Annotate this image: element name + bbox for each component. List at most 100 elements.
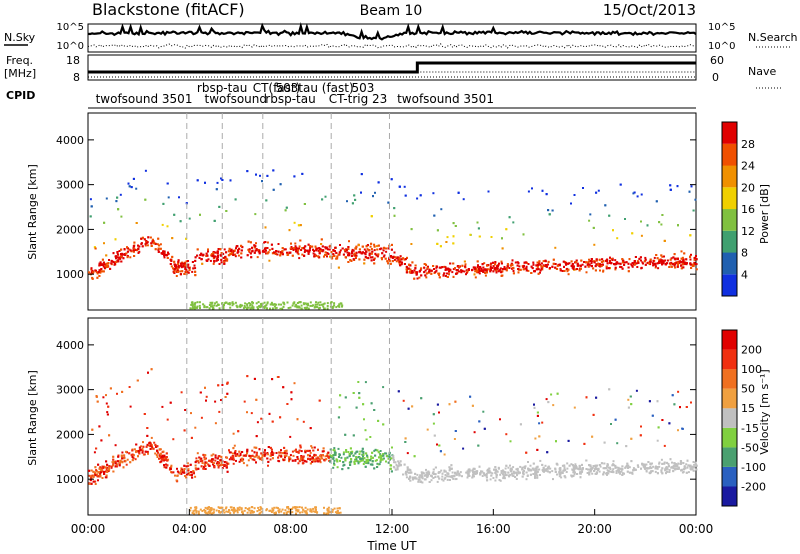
range-cell — [134, 458, 137, 461]
range-cell — [98, 269, 101, 272]
range-cell — [362, 403, 365, 406]
range-cell — [333, 304, 336, 307]
range-cell — [329, 255, 331, 258]
range-cell — [162, 250, 165, 253]
range-cell — [659, 258, 662, 261]
range-cell — [371, 250, 374, 253]
range-cell — [298, 257, 301, 260]
range-cell — [133, 241, 136, 244]
range-cell — [299, 446, 302, 449]
range-cell — [90, 469, 93, 472]
range-cell — [120, 255, 123, 258]
range-cell — [521, 466, 524, 469]
range-cell — [674, 263, 677, 266]
range-cell — [103, 221, 106, 224]
range-cell — [347, 246, 350, 248]
range-cell — [622, 472, 625, 475]
range-cell — [201, 254, 204, 257]
range-cell — [320, 243, 323, 245]
range-cell — [186, 265, 189, 268]
range-cell — [235, 459, 237, 462]
range-cell — [466, 271, 468, 274]
range-cell — [669, 262, 671, 265]
range-cell — [599, 265, 602, 268]
range-cell — [480, 269, 483, 272]
range-cell — [293, 175, 296, 178]
range-cell — [291, 450, 294, 453]
range-cell — [190, 471, 193, 473]
range-cell — [251, 250, 254, 253]
range-cell — [105, 460, 108, 463]
range-cell — [358, 453, 361, 456]
range-cell — [454, 430, 457, 432]
range-cell — [279, 451, 282, 454]
range-cell — [314, 305, 317, 308]
range-cell — [692, 264, 695, 267]
range-cell — [664, 259, 667, 262]
range-cell — [273, 251, 275, 254]
range-cell — [186, 472, 189, 475]
range-cell — [353, 253, 356, 256]
range-cell — [586, 472, 589, 474]
range-cell — [333, 459, 336, 462]
range-cell — [608, 214, 611, 217]
range-cell — [310, 445, 313, 448]
range-cell — [108, 434, 111, 437]
range-cell — [554, 471, 557, 473]
range-cell — [136, 249, 139, 252]
range-cell — [682, 462, 685, 465]
range-cell — [362, 455, 364, 458]
range-cell — [648, 467, 651, 470]
range-cell — [217, 303, 220, 306]
range-cell — [330, 256, 333, 258]
range-cell — [656, 262, 659, 265]
range-cell — [416, 197, 419, 200]
range-cell — [132, 245, 135, 248]
range-cell — [450, 475, 452, 478]
range-cell — [144, 243, 147, 246]
range-cell — [505, 267, 508, 270]
range-cell — [311, 245, 314, 248]
y-tick-label: 1000 — [56, 268, 84, 281]
range-cell — [481, 475, 484, 477]
range-cell — [610, 262, 613, 265]
range-cell — [482, 472, 485, 475]
range-cell — [395, 257, 398, 260]
range-cell — [683, 262, 686, 265]
range-cell — [481, 263, 484, 266]
range-cell — [640, 425, 642, 428]
range-cell — [630, 403, 633, 406]
range-cell — [398, 185, 401, 188]
range-cell — [595, 263, 598, 266]
range-cell — [380, 456, 383, 459]
range-cell — [128, 386, 131, 388]
range-cell — [468, 475, 471, 477]
range-cell — [116, 463, 118, 466]
range-cell — [317, 448, 319, 451]
range-cell — [448, 273, 450, 276]
range-cell — [374, 191, 376, 194]
range-cell — [90, 268, 93, 271]
range-cell — [614, 266, 617, 269]
range-cell — [689, 234, 692, 237]
range-cell — [109, 387, 112, 390]
range-cell — [95, 447, 98, 450]
range-cell — [436, 265, 438, 268]
range-cell — [371, 460, 374, 463]
range-cell — [457, 265, 459, 267]
range-cell — [432, 265, 435, 267]
range-cell — [297, 224, 300, 227]
nsearch-tick-low: 10^0 — [708, 41, 735, 52]
range-cell — [283, 303, 286, 306]
range-cell — [367, 257, 370, 260]
range-cell — [432, 471, 435, 474]
range-cell — [259, 306, 262, 309]
range-cell — [393, 258, 396, 261]
range-cell — [444, 269, 447, 271]
range-cell — [94, 483, 97, 485]
range-cell — [672, 263, 674, 266]
range-cell — [656, 257, 659, 260]
range-cell — [585, 271, 588, 274]
range-cell — [477, 271, 480, 274]
range-cell — [384, 257, 387, 260]
